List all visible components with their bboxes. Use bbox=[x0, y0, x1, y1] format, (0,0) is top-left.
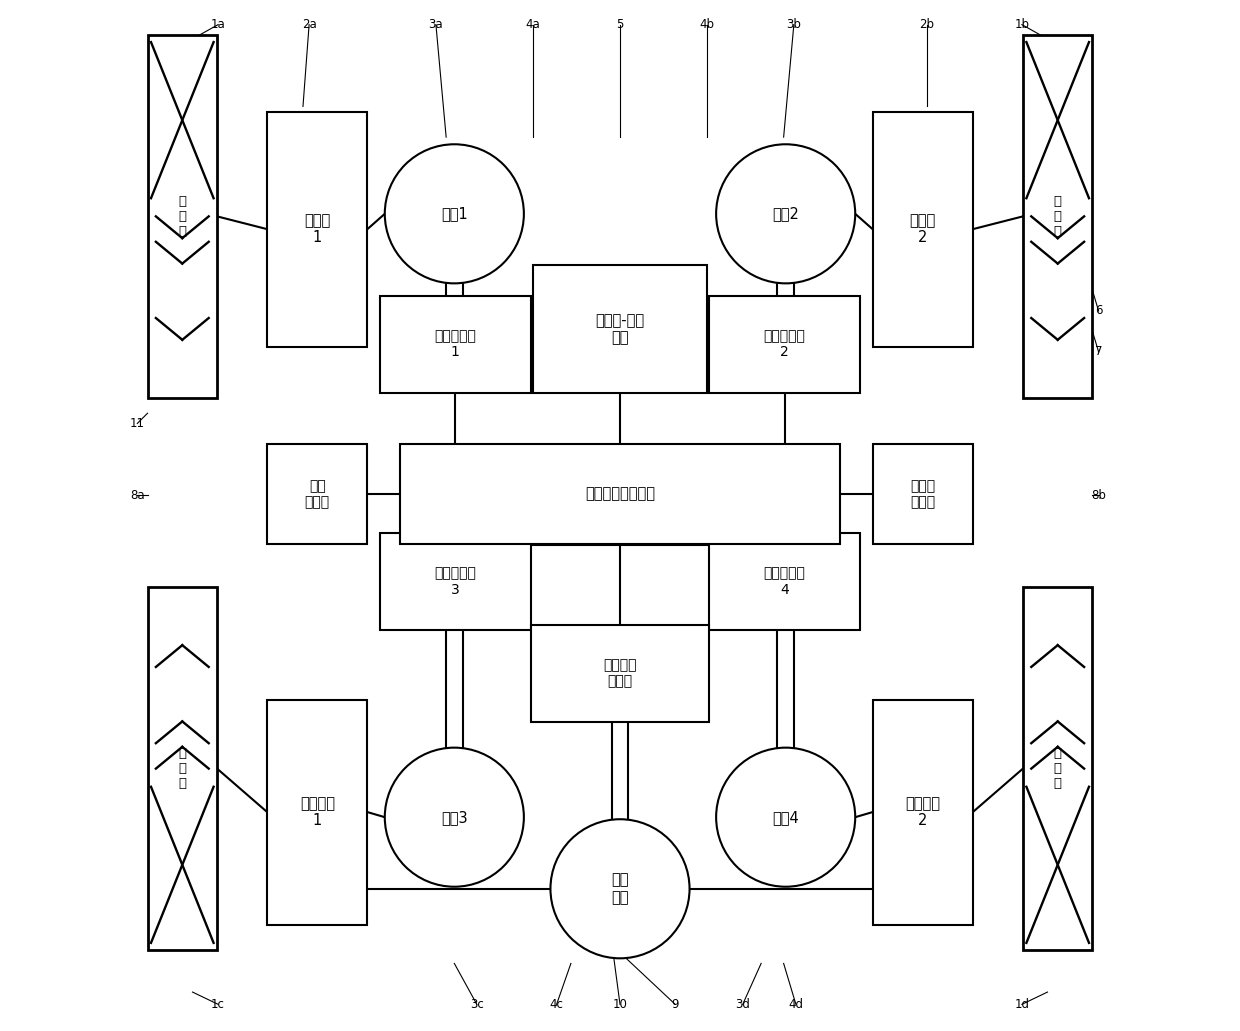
Bar bbox=[401, 444, 839, 544]
Text: 电机1: 电机1 bbox=[441, 206, 467, 222]
Text: 主
动
轮: 主 动 轮 bbox=[179, 195, 186, 238]
Text: 4c: 4c bbox=[549, 998, 563, 1010]
Circle shape bbox=[717, 747, 856, 887]
Bar bbox=[1023, 587, 1092, 951]
Bar bbox=[709, 533, 861, 630]
Circle shape bbox=[717, 144, 856, 284]
Bar bbox=[267, 111, 367, 346]
Text: 电机4: 电机4 bbox=[773, 809, 799, 825]
Text: 能量转换分配单元: 能量转换分配单元 bbox=[585, 487, 655, 501]
Text: 6: 6 bbox=[1095, 304, 1102, 318]
Bar bbox=[873, 700, 973, 925]
Text: 4a: 4a bbox=[526, 19, 541, 31]
Text: 2b: 2b bbox=[919, 19, 934, 31]
Text: 电机控制器
2: 电机控制器 2 bbox=[764, 329, 806, 359]
Text: 减速器
2: 减速器 2 bbox=[910, 213, 936, 245]
Text: 2a: 2a bbox=[301, 19, 316, 31]
Circle shape bbox=[384, 144, 523, 284]
Text: 1b: 1b bbox=[1014, 19, 1029, 31]
Text: 8a: 8a bbox=[130, 489, 145, 501]
Text: 1d: 1d bbox=[1014, 998, 1029, 1010]
Bar bbox=[379, 296, 531, 393]
Text: 3c: 3c bbox=[470, 998, 484, 1010]
Text: 5: 5 bbox=[616, 19, 624, 31]
Bar bbox=[1023, 35, 1092, 398]
Bar bbox=[148, 587, 217, 951]
Text: 8b: 8b bbox=[1091, 489, 1106, 501]
Text: 电机控制器
3: 电机控制器 3 bbox=[434, 566, 476, 597]
Text: 电机控制器
1: 电机控制器 1 bbox=[434, 329, 476, 359]
Text: 减速器
1: 减速器 1 bbox=[304, 213, 330, 245]
Text: 电机控制器
4: 电机控制器 4 bbox=[764, 566, 806, 597]
Text: 11: 11 bbox=[130, 417, 145, 430]
Bar bbox=[379, 533, 531, 630]
Text: 耦合装置
1: 耦合装置 1 bbox=[300, 796, 335, 828]
Text: 9: 9 bbox=[672, 998, 680, 1010]
Text: 4b: 4b bbox=[699, 19, 714, 31]
Text: 7: 7 bbox=[1095, 345, 1102, 359]
Text: 3b: 3b bbox=[786, 19, 801, 31]
Bar bbox=[531, 625, 709, 722]
Bar bbox=[267, 444, 367, 544]
Text: 4d: 4d bbox=[789, 998, 804, 1010]
Bar bbox=[533, 265, 707, 393]
Bar bbox=[873, 444, 973, 544]
Text: 电机2: 电机2 bbox=[773, 206, 799, 222]
Bar bbox=[267, 700, 367, 925]
Text: 电机3: 电机3 bbox=[441, 809, 467, 825]
Text: 1a: 1a bbox=[211, 19, 226, 31]
Bar bbox=[148, 35, 217, 398]
Text: 转向电机
控制器: 转向电机 控制器 bbox=[603, 659, 637, 689]
Text: 1c: 1c bbox=[211, 998, 224, 1010]
Circle shape bbox=[551, 820, 689, 959]
Text: 3d: 3d bbox=[735, 998, 750, 1010]
Bar bbox=[709, 296, 861, 393]
Text: 主
动
轮: 主 动 轮 bbox=[179, 747, 186, 790]
Bar bbox=[873, 111, 973, 346]
Text: 10: 10 bbox=[613, 998, 627, 1010]
Text: 发动机-发电
机组: 发动机-发电 机组 bbox=[595, 312, 645, 345]
Circle shape bbox=[384, 747, 523, 887]
Text: 耦合装置
2: 耦合装置 2 bbox=[905, 796, 940, 828]
Text: 3a: 3a bbox=[429, 19, 443, 31]
Text: 能量吸
收单元: 能量吸 收单元 bbox=[910, 479, 935, 509]
Text: 转向
电机: 转向 电机 bbox=[611, 872, 629, 905]
Text: 主
动
轮: 主 动 轮 bbox=[1054, 747, 1061, 790]
Text: 主
动
轮: 主 动 轮 bbox=[1054, 195, 1061, 238]
Text: 动力
电池组: 动力 电池组 bbox=[305, 479, 330, 509]
